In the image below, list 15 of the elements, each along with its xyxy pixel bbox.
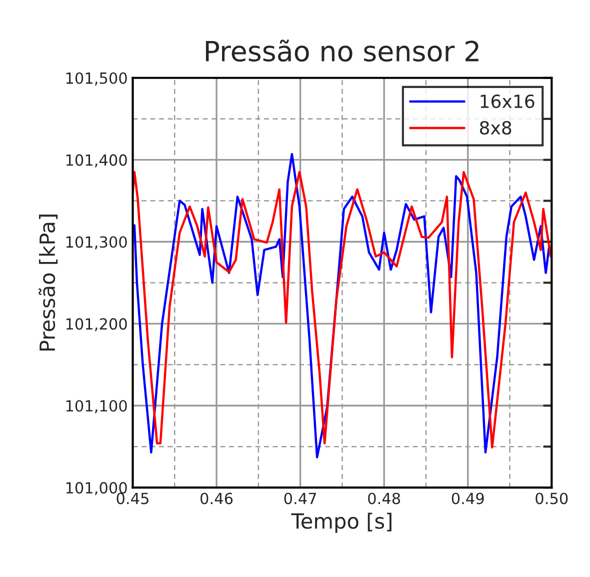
x-tick-label: 0.50 <box>536 492 568 504</box>
legend-label: 16x16 <box>480 94 534 108</box>
y-tick-label: 101,100 <box>66 400 127 414</box>
x-tick-label: 0.48 <box>368 492 400 504</box>
legend-label: 8x8 <box>480 120 512 135</box>
x-axis-title: Tempo [s] <box>291 512 392 533</box>
y-tick-label: 101,300 <box>66 236 127 250</box>
y-tick-label: 101,400 <box>66 154 127 168</box>
x-tick-label: 0.47 <box>284 492 316 504</box>
x-tick-label: 0.49 <box>452 492 484 504</box>
y-tick-label: 101,200 <box>66 318 127 332</box>
x-tick-label: 0.46 <box>200 492 233 504</box>
y-tick-label: 101,500 <box>66 72 127 86</box>
y-axis-title: Pressão [kPa] <box>38 214 58 351</box>
chart-title: Pressão no sensor 2 <box>206 40 478 62</box>
